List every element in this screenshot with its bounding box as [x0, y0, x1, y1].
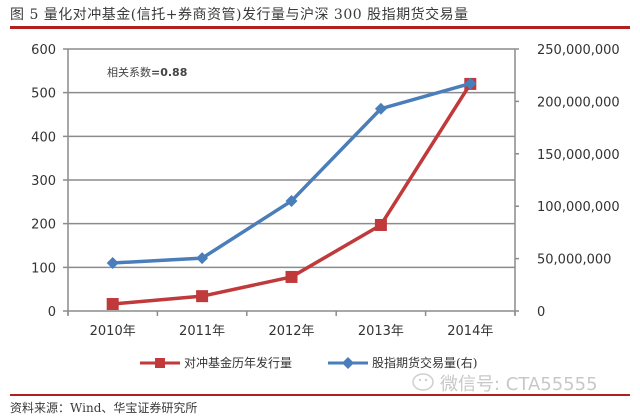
- square-marker-icon: [140, 357, 180, 368]
- axes: [67, 48, 519, 316]
- figure-title-bar: 图 5 量化对冲基金(信托+券商资管)发行量与沪深 300 股指期货交易量: [0, 0, 640, 29]
- diamond-marker-icon: [374, 102, 387, 115]
- gridlines: [63, 48, 515, 312]
- watermark-text: 微信号: CTA55555: [440, 374, 598, 395]
- right-axis-labels: 0 50,000,000 100,000,000 150,000,000 200,000…: [537, 43, 620, 320]
- left-axis-tick: 500: [31, 87, 56, 102]
- x-axis-tick: 2012年: [268, 324, 314, 339]
- left-axis-tick: 200: [31, 218, 56, 233]
- left-axis-tick: 600: [31, 43, 56, 58]
- left-axis-tick: 400: [31, 130, 56, 145]
- source-rule: [10, 394, 630, 396]
- series-line: [112, 81, 471, 265]
- square-marker-icon: [285, 270, 298, 283]
- correlation-label: 相关系数: [107, 66, 151, 79]
- right-axis-tick: 150,000,000: [537, 148, 620, 163]
- right-axis-tick: 250,000,000: [537, 43, 620, 58]
- diamond-marker-icon: [285, 194, 298, 207]
- x-axis-labels: 2010年 2011年 2012年 2013年 2014年: [90, 324, 494, 339]
- chart-legend: 对冲基金历年发行量 股指期货交易量(右): [140, 354, 477, 371]
- left-axis-tick: 100: [31, 261, 56, 276]
- title-rule: [10, 26, 630, 29]
- figure-title: 图 5 量化对冲基金(信托+券商资管)发行量与沪深 300 股指期货交易量: [10, 7, 469, 23]
- correlation-value: =0.88: [151, 66, 188, 79]
- right-axis-tick: 100,000,000: [537, 200, 620, 215]
- left-axis-tick: 300: [31, 174, 56, 189]
- square-marker-icon: [196, 290, 209, 303]
- left-axis-labels: 0 100 200 300 400 500 600: [31, 43, 56, 320]
- diamond-marker-icon: [196, 252, 209, 265]
- legend-label-hedge-fund: 对冲基金历年发行量: [184, 356, 293, 370]
- legend-item-hedge-fund-issuance: 对冲基金历年发行量: [140, 354, 292, 371]
- right-axis-tick: 0: [537, 305, 545, 320]
- diamond-marker-icon: [328, 356, 369, 369]
- left-axis-tick: 0: [48, 305, 56, 320]
- x-axis-tick: 2011年: [179, 324, 225, 339]
- square-marker-icon: [374, 218, 387, 231]
- diamond-marker-icon: [464, 77, 477, 90]
- right-axis-tick: 200,000,000: [537, 95, 620, 110]
- right-axis-tick: 50,000,000: [537, 253, 611, 268]
- legend-item-futures-volume: 股指期货交易量(右): [328, 354, 477, 371]
- x-axis-tick: 2010年: [90, 324, 136, 339]
- legend-label-futures: 股指期货交易量(右): [372, 356, 478, 370]
- diamond-marker-icon: [106, 257, 119, 270]
- correlation-annotation: 相关系数=0.88: [107, 64, 187, 80]
- source-note: 资料来源：Wind、华宝证券研究所: [10, 401, 198, 415]
- line-chart: 0 100 200 300 400 500 600 0 50,000,000 100,000,0…: [31, 43, 620, 339]
- wechat-icon: [412, 373, 434, 391]
- x-axis-tick: 2013年: [358, 324, 404, 339]
- series-lines: [106, 77, 477, 311]
- x-axis-tick: 2014年: [447, 324, 493, 339]
- square-marker-icon: [106, 298, 119, 311]
